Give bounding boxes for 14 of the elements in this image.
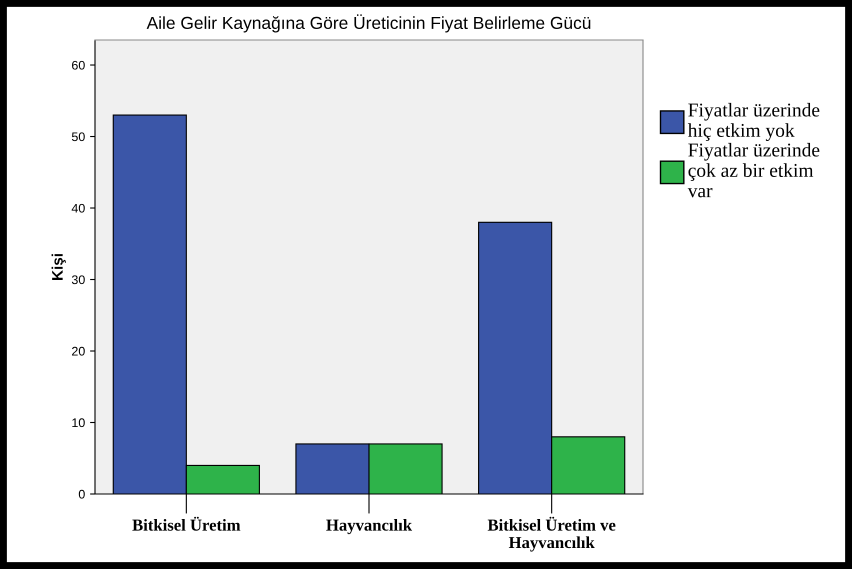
x-tick-label: Bitkisel Üretim [132, 516, 240, 531]
chart-title: Aile Gelir Kaynağına Göre Üreticinin Fiyat Belirleme Gücü [146, 14, 590, 32]
y-tick-label: 30 [72, 275, 85, 284]
y-tick-label: 10 [72, 418, 85, 428]
y-tick-label: 40 [72, 204, 85, 213]
legend-label: Fiyatlar üzerinde hiç etkim yok [688, 102, 820, 141]
y-tick-label: 20 [72, 346, 85, 356]
x-tick-label: Bitkisel Üretim ve Hayvancılık [488, 516, 616, 552]
y-tick-label: 0 [78, 490, 85, 499]
x-tick-label: Hayvancılık [326, 519, 412, 534]
y-axis-title: Kişi [52, 254, 66, 280]
y-tick-label: 50 [72, 132, 85, 142]
legend-label: Fiyatlar üzerinde çok az bir etkim var [688, 142, 820, 198]
y-tick-label: 60 [72, 60, 85, 70]
